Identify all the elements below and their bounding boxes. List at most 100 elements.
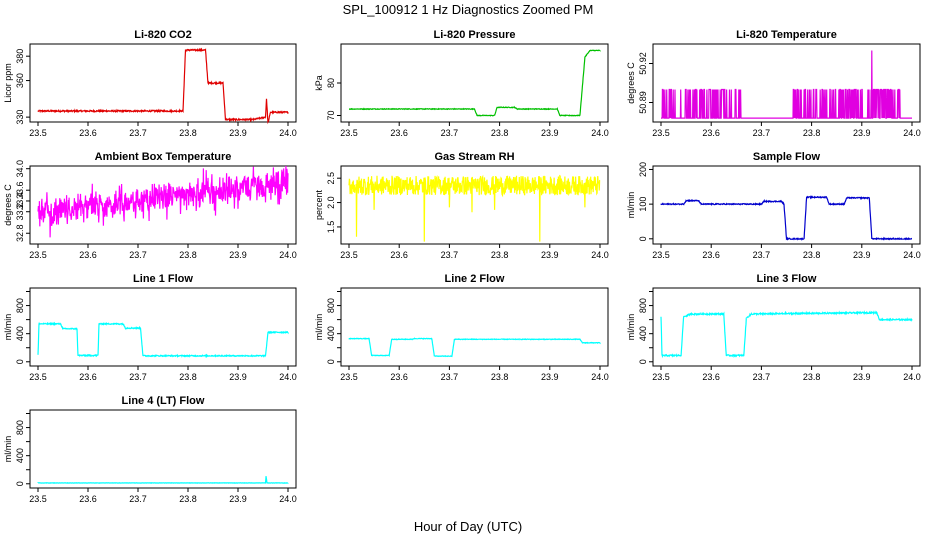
plot-frame [29,287,297,367]
series-line [348,49,601,117]
x-tick-label: 24.0 [279,250,297,260]
plot-frame [29,409,297,489]
x-tick-label: 23.7 [753,250,771,260]
plot-frame [29,43,297,123]
y-axis-label: ml/min [3,436,13,463]
y-tick-label: 33.4 [15,192,25,210]
x-tick-label: 23.9 [229,128,247,138]
y-tick-label: 80 [326,78,336,88]
y-tick-label: 33.6 [15,181,25,199]
panel-title: Li-820 CO2 [134,29,191,41]
x-tick-label: 23.7 [129,250,147,260]
y-axis-label: degrees C [3,184,13,226]
x-tick-label: 23.8 [803,372,821,382]
series-line [37,165,289,238]
y-axis-label: ml/min [626,314,636,341]
panel-1: Li-820 CO2 23.5 23.6 23.7 23.8 23.9 24.0 330 360… [3,29,297,138]
x-tick-label: 24.0 [279,372,297,382]
panel-3: Li-820 Temperature 23.5 23.6 23.7 23.8 23.9 24… [626,29,921,138]
panel-title: Line 3 Flow [757,273,817,285]
x-tick-label: 23.7 [753,372,771,382]
x-tick-label: 24.0 [279,128,297,138]
x-tick-label: 24.0 [279,494,297,504]
y-tick-label: 33.2 [15,203,25,221]
y-tick-label: 380 [15,49,25,64]
plot-frame [652,287,921,367]
y-tick-label: 1.5 [326,221,336,234]
series-line [37,476,289,484]
x-tick-label: 23.6 [390,250,408,260]
series-line [661,50,912,119]
panel-title: Li-820 Temperature [736,29,837,41]
series-line [660,310,913,359]
panel-title: Line 2 Flow [445,273,505,285]
y-tick-label: 50.89 [638,91,648,114]
y-tick-label: 70 [326,110,336,120]
panel-4: Ambient Box Temperature 23.5 23.6 23.7 23.8 2… [3,151,297,260]
x-tick-label: 23.9 [541,250,559,260]
y-tick-label: 0 [15,359,25,364]
x-tick-label: 23.7 [441,250,459,260]
x-tick-label: 23.9 [541,128,559,138]
y-axis-label: Licor ppm [3,63,13,103]
x-tick-label: 23.5 [340,250,358,260]
x-tick-label: 23.8 [179,372,197,382]
x-tick-label: 23.6 [702,250,720,260]
panel-title: Li-820 Pressure [434,29,516,41]
panel-6: Sample Flow 23.5 23.6 23.7 23.8 23.9 24.0 0 100 2… [626,151,921,260]
x-tick-label: 23.5 [652,250,670,260]
y-axis-label: percent [314,189,324,220]
x-tick-label: 23.6 [702,128,720,138]
x-tick-label: 23.7 [753,128,771,138]
x-tick-label: 23.7 [129,372,147,382]
x-tick-label: 23.5 [29,494,47,504]
panel-title: Line 4 (LT) Flow [122,395,205,407]
x-tick-label: 23.9 [229,372,247,382]
panel-title: Line 1 Flow [133,273,193,285]
panel-2: Li-820 Pressure 23.5 23.6 23.7 23.8 23.9 24.0 7… [314,29,609,138]
x-tick-label: 23.6 [390,372,408,382]
x-tick-label: 23.8 [491,250,509,260]
x-tick-label: 23.8 [179,128,197,138]
y-tick-label: 0 [638,359,648,364]
plot-frame [340,165,609,245]
y-tick-label: 400 [15,326,25,341]
panel-10: Line 4 (LT) Flow 23.5 23.6 23.7 23.8 23.9 24.0… [3,395,297,504]
y-tick-label: 100 [638,197,648,212]
x-tick-label: 23.6 [702,372,720,382]
y-tick-label: 2.5 [326,172,336,185]
panel-8: Line 2 Flow 23.5 23.6 23.7 23.8 23.9 24.0 0 400 8… [314,273,609,382]
x-tick-label: 23.6 [79,494,97,504]
plot-frame [340,287,609,367]
x-tick-label: 23.5 [29,372,47,382]
x-tick-label: 23.6 [79,128,97,138]
figure-title: SPL_100912 1 Hz Diagnostics Zoomed PM [343,2,594,17]
x-tick-label: 23.7 [129,494,147,504]
x-tick-label: 23.7 [129,128,147,138]
x-tick-label: 23.6 [390,128,408,138]
y-axis-label: degrees C [626,62,636,104]
x-tick-label: 24.0 [591,250,609,260]
y-tick-label: 360 [15,73,25,88]
y-axis-label: ml/min [314,314,324,341]
x-tick-label: 23.5 [652,128,670,138]
y-tick-label: 400 [15,448,25,463]
x-tick-label: 23.6 [79,250,97,260]
y-axis-label: kPa [314,75,324,91]
x-tick-label: 24.0 [591,128,609,138]
x-tick-label: 24.0 [903,372,921,382]
x-tick-label: 23.8 [179,494,197,504]
plot-frame [29,165,297,245]
x-tick-label: 23.5 [340,128,358,138]
panel-9: Line 3 Flow 23.5 23.6 23.7 23.8 23.9 24.0 0 400 8… [626,273,921,382]
plot-frame [652,165,921,245]
series-line [348,174,601,242]
x-tick-label: 23.6 [79,372,97,382]
panel-title: Ambient Box Temperature [95,151,232,163]
y-axis-label: ml/min [3,314,13,341]
x-tick-label: 23.8 [491,372,509,382]
y-tick-label: 200 [638,162,648,177]
x-tick-label: 24.0 [903,250,921,260]
panel-title: Sample Flow [753,151,821,163]
